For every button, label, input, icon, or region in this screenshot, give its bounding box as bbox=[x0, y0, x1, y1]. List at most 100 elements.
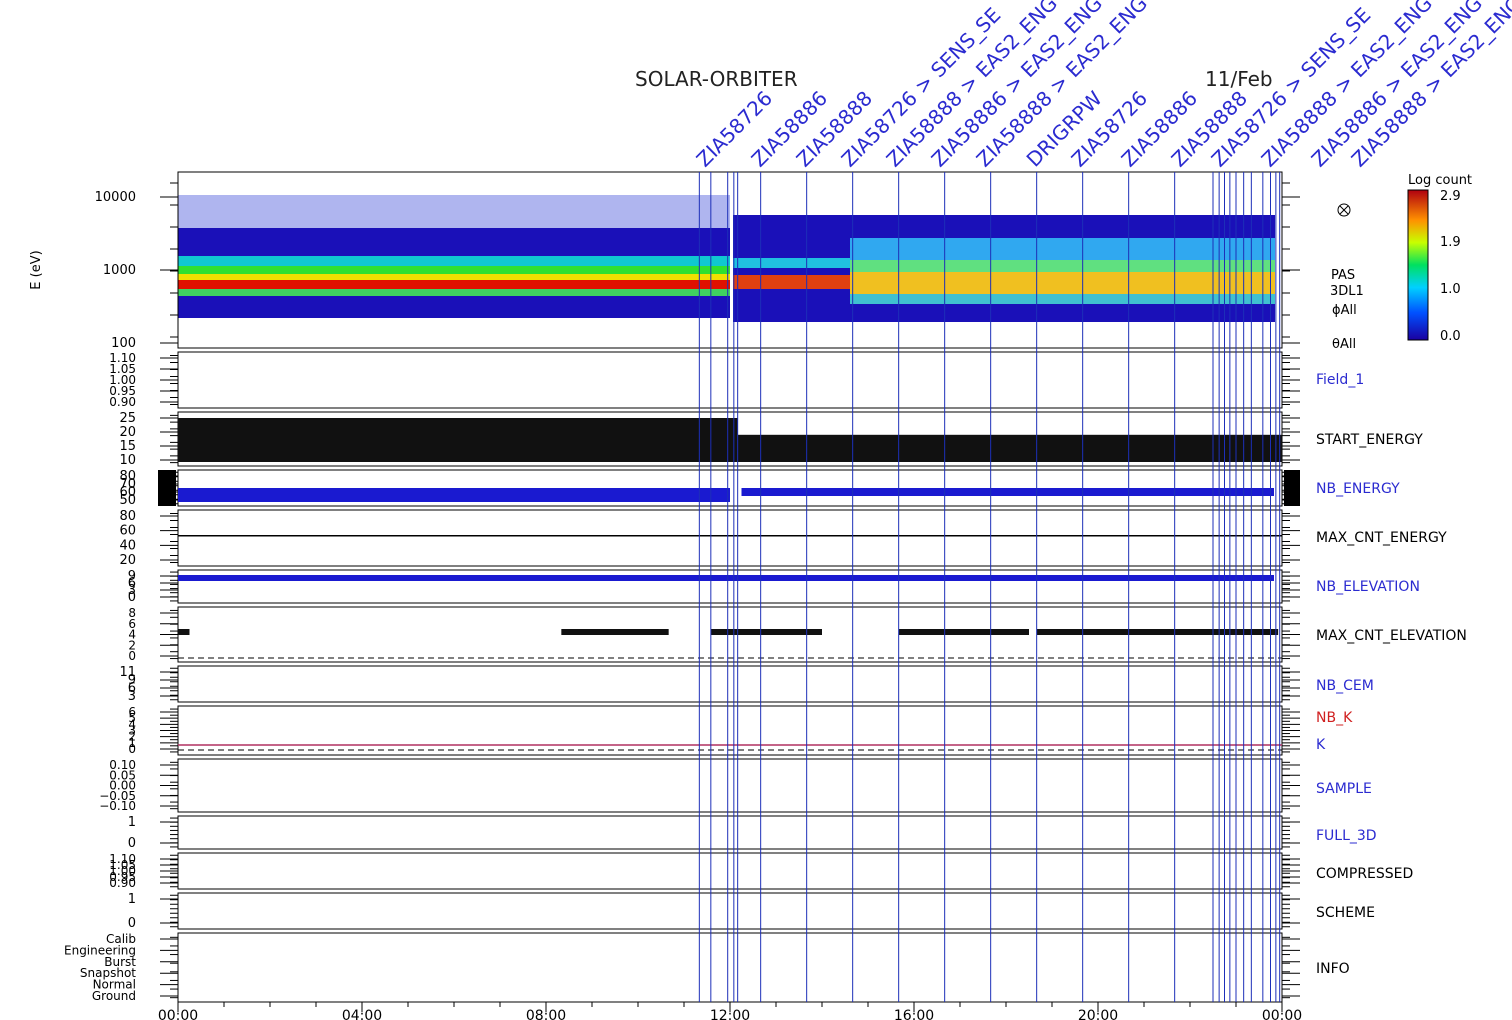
panel-label: SAMPLE bbox=[1316, 781, 1372, 797]
y-tick-label: 20 bbox=[119, 425, 136, 440]
y-tick-label: 0.10 bbox=[109, 758, 136, 772]
y-tick-label: 1000 bbox=[103, 263, 136, 278]
panel-label: START_ENERGY bbox=[1316, 432, 1423, 448]
panel-label: SCHEME bbox=[1316, 905, 1375, 921]
y-tick-label: 70 bbox=[119, 477, 136, 492]
panel-label: COMPRESSED bbox=[1316, 866, 1413, 882]
y-tick-label: 80 bbox=[119, 469, 136, 484]
panel-frame bbox=[177, 509, 1283, 567]
panel-frame bbox=[177, 892, 1283, 930]
y-tick-label: 60 bbox=[119, 524, 136, 539]
panel-label: NB_K bbox=[1316, 710, 1353, 726]
panel-label: Field_1 bbox=[1316, 372, 1364, 388]
y-tick-label: 2 bbox=[128, 730, 136, 744]
theta-label: θAll bbox=[1332, 337, 1356, 352]
y-tick-label: 10000 bbox=[95, 190, 136, 205]
y-tick-label: 0 bbox=[128, 649, 136, 663]
y-tick-label: 1.05 bbox=[109, 362, 136, 376]
panel-frame bbox=[177, 351, 1283, 409]
y-tick-label: 1.05 bbox=[109, 858, 136, 872]
plot-title: SOLAR-ORBITER bbox=[635, 67, 798, 91]
y-tick-label: 0 bbox=[128, 590, 136, 605]
panel-frame bbox=[177, 852, 1283, 890]
y-tick-label: 0.90 bbox=[109, 876, 136, 890]
y-tick-label: Snapshot bbox=[80, 966, 136, 980]
y-tick-label: 4 bbox=[128, 717, 136, 731]
spectrogram-band-yellow bbox=[178, 274, 730, 280]
colorbar-title: Log count bbox=[1408, 173, 1472, 188]
x-tick-label: 20:00 bbox=[1078, 1008, 1118, 1020]
magnetic-field-into-page-icon bbox=[1337, 203, 1351, 217]
y-tick-label: 1 bbox=[128, 815, 136, 830]
y-tick-label: Burst bbox=[104, 955, 136, 969]
panel-label: NB_ELEVATION bbox=[1316, 579, 1420, 595]
y-tick-label: Calib bbox=[106, 932, 136, 946]
y-tick-label: 6 bbox=[128, 681, 136, 696]
y-tick-label: 50 bbox=[119, 493, 136, 508]
y-tick-label: −0.05 bbox=[99, 789, 136, 803]
panel-frame bbox=[177, 569, 1283, 604]
y-tick-label: 8 bbox=[128, 606, 136, 620]
y-tick-label: 1 bbox=[128, 892, 136, 907]
nb-energy-edge-block bbox=[1284, 470, 1300, 506]
y-tick-label: 80 bbox=[119, 509, 136, 524]
y-tick-label: Ground bbox=[92, 989, 136, 1003]
panel-label: MAX_CNT_ENERGY bbox=[1316, 530, 1447, 546]
instrument-label: PAS bbox=[1331, 268, 1355, 283]
y-tick-label: 6 bbox=[128, 576, 136, 591]
colorbar-tick-label: 1.9 bbox=[1440, 235, 1461, 250]
y-tick-label: 0.95 bbox=[109, 870, 136, 884]
event-label: ZIA58888 > EAS2_ENG bbox=[1347, 0, 1512, 172]
y-tick-label: 1.00 bbox=[109, 864, 136, 878]
y-tick-label: −0.10 bbox=[99, 799, 136, 813]
colorbar-tick-label: 1.0 bbox=[1440, 282, 1461, 297]
colorbar-gradient bbox=[1407, 189, 1429, 341]
y-tick-label: 20 bbox=[119, 553, 136, 568]
panel-full-3d: 1 0 FULL_3D bbox=[128, 815, 1377, 851]
y-tick-label: 0 bbox=[128, 742, 136, 756]
max-cnt-elevation-bars bbox=[561, 629, 669, 635]
x-tick-label: 00:00 bbox=[158, 1008, 198, 1020]
y-tick-label: 1.10 bbox=[109, 351, 136, 365]
y-tick-label: 0 bbox=[128, 836, 136, 851]
spectrogram-panel bbox=[178, 195, 1275, 322]
panel-frame bbox=[177, 932, 1283, 1003]
panel-label: INFO bbox=[1316, 961, 1350, 977]
spectrogram-sparse-top bbox=[178, 195, 730, 229]
x-tick-label: 16:00 bbox=[894, 1008, 934, 1020]
panel-compressed: 1.101.051.000.950.90 COMPRESSED bbox=[109, 852, 1413, 890]
y-tick-label: 10 bbox=[119, 453, 136, 468]
y-tick-label: 1 bbox=[128, 736, 136, 750]
y-tick-label: 1.10 bbox=[109, 852, 136, 866]
max-cnt-elevation-bars bbox=[178, 629, 190, 635]
panel-frame bbox=[177, 815, 1283, 850]
start-energy-bars bbox=[178, 418, 730, 462]
nb-energy-bars bbox=[178, 488, 730, 502]
y-tick-label: 9 bbox=[128, 569, 136, 584]
product-label: 3DL1 bbox=[1330, 284, 1364, 299]
panel-scheme: 1 0 SCHEME bbox=[128, 892, 1375, 931]
y-tick-label: 0.00 bbox=[109, 779, 136, 793]
spectrogram-band-wide-green bbox=[850, 260, 1275, 272]
max-cnt-elevation-bars bbox=[1036, 629, 1279, 635]
y-tick-label: 0.90 bbox=[109, 395, 136, 409]
nb-elevation-bars bbox=[178, 575, 1274, 581]
y-tick-label: 25 bbox=[119, 411, 136, 426]
x-tick-label: 08:00 bbox=[526, 1008, 566, 1020]
y-tick-label: 0 bbox=[128, 916, 136, 931]
y-tick-label: 3 bbox=[128, 583, 136, 598]
y-tick-label: 3 bbox=[128, 689, 136, 704]
y-tick-label: 1.00 bbox=[109, 373, 136, 387]
y-tick-label: 100 bbox=[111, 336, 136, 351]
y-tick-label: 3 bbox=[128, 724, 136, 738]
plot-date: 11/Feb bbox=[1205, 67, 1273, 91]
nb-energy-bars bbox=[741, 488, 1274, 496]
panel-info: CalibEngineeringBurstSnapshotNormalGroun… bbox=[64, 932, 1350, 1003]
spectrogram-band-green2 bbox=[178, 289, 730, 296]
